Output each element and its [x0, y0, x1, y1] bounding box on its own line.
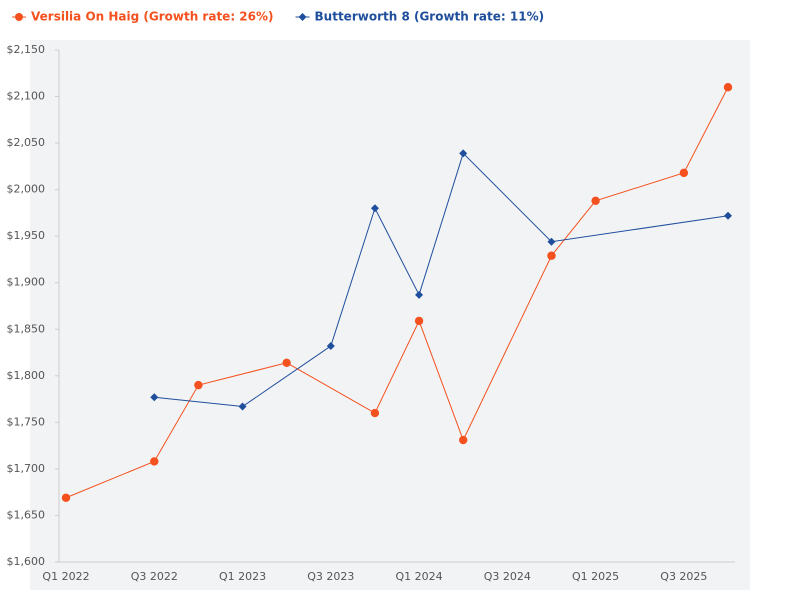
legend-label: Butterworth 8 (Growth rate: 11%) [315, 10, 545, 24]
x-tick-label: Q1 2024 [395, 570, 442, 583]
y-tick-label: $1,850 [7, 322, 46, 335]
y-tick-label: $1,650 [7, 508, 46, 521]
data-point [194, 380, 203, 390]
legend-marker [15, 13, 23, 21]
y-tick-label: $1,750 [7, 415, 46, 428]
legend-marker [298, 13, 307, 21]
y-tick-label: $2,100 [7, 90, 46, 103]
data-point [326, 342, 335, 351]
x-tick-label: Q3 2024 [484, 570, 531, 583]
y-tick-label: $1,700 [7, 462, 46, 475]
data-point [282, 358, 291, 367]
y-tick-label: $2,000 [7, 183, 46, 196]
x-tick-label: Q3 2023 [307, 570, 354, 583]
data-point [370, 408, 380, 418]
data-point [150, 393, 159, 402]
x-tick-label: Q1 2023 [219, 570, 266, 583]
y-tick-label: $2,050 [7, 136, 46, 149]
data-point [547, 237, 556, 246]
data-point [370, 204, 379, 213]
x-tick-label: Q3 2022 [131, 570, 178, 583]
data-point [459, 435, 468, 445]
legend-label: Versilia On Haig (Growth rate: 26%) [31, 10, 274, 24]
data-point [414, 316, 424, 326]
y-tick-label: $1,900 [7, 276, 46, 289]
x-tick-label: Q1 2025 [572, 570, 619, 583]
data-point [591, 196, 600, 206]
data-point [415, 290, 424, 299]
data-point [238, 402, 247, 411]
data-point [150, 457, 159, 466]
plot-background [30, 40, 750, 590]
y-tick-label: $1,600 [7, 555, 46, 568]
legend: Versilia On Haig (Growth rate: 26%) Butte… [12, 10, 544, 24]
series-line [154, 152, 729, 408]
data-point [723, 83, 733, 92]
data-point [724, 211, 732, 220]
x-tick-label: Q1 2022 [42, 570, 89, 583]
y-tick-label: $1,950 [7, 229, 46, 242]
data-point [459, 149, 468, 158]
data-point [61, 493, 71, 502]
data-point [679, 168, 689, 178]
y-tick-label: $1,800 [7, 369, 46, 382]
data-point [547, 251, 556, 260]
x-tick-label: Q3 2025 [660, 570, 707, 583]
y-tick-label: $2,150 [7, 43, 46, 56]
